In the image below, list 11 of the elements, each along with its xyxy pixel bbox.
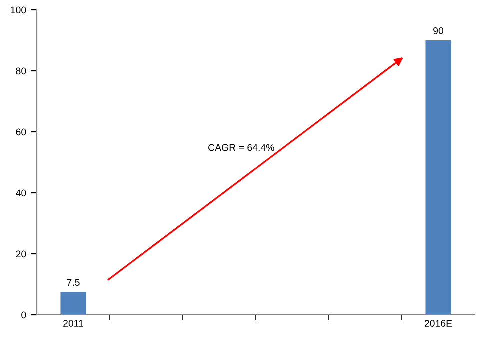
annotation: CAGR = 64.4% bbox=[208, 144, 274, 152]
x-tick-label: 2011 bbox=[64, 320, 84, 327]
y-tick-label: 80 bbox=[16, 68, 26, 75]
y-tick-label: 100 bbox=[11, 6, 26, 14]
y-tick-label: 0 bbox=[22, 312, 26, 319]
y-tick-label: 40 bbox=[16, 190, 26, 197]
x-tick-label: 2016E bbox=[424, 320, 452, 327]
data-label: 90 bbox=[434, 28, 444, 34]
data-label: 7.5 bbox=[67, 279, 80, 286]
y-tick-label: 60 bbox=[16, 128, 26, 136]
y-tick-label: 20 bbox=[16, 250, 26, 258]
